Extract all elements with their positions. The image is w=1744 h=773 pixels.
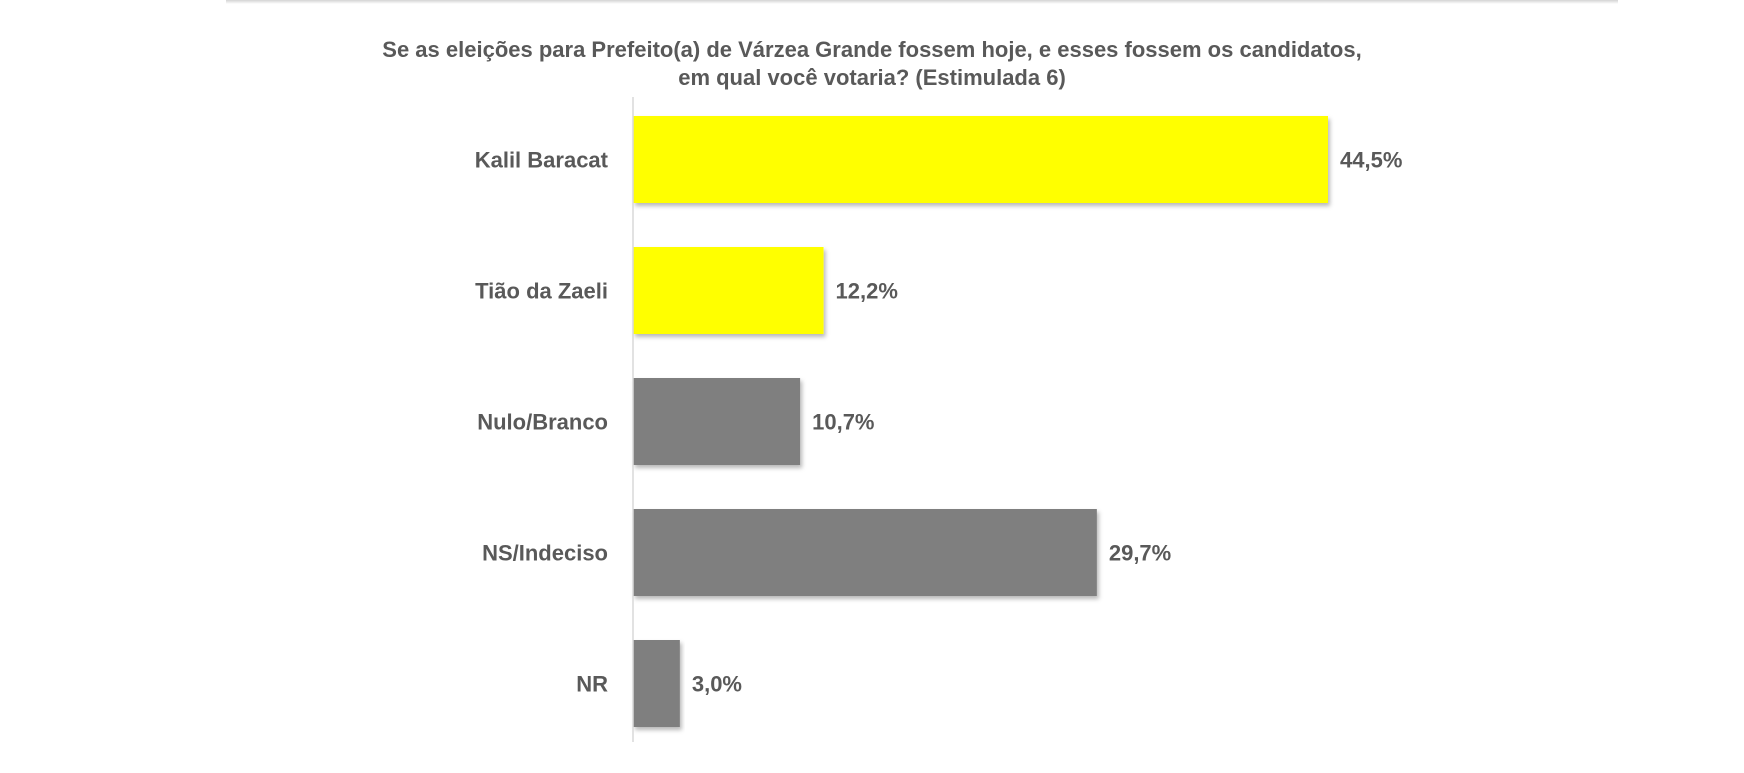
chart-title-line-1: Se as eleições para Prefeito(a) de Várze… <box>382 37 1362 62</box>
category-label-3: NS/Indeciso <box>482 541 608 566</box>
category-label-1: Tião da Zaeli <box>475 279 608 304</box>
bar-3 <box>633 509 1097 596</box>
value-label-2: 10,7% <box>812 410 874 435</box>
bar-0 <box>633 116 1328 203</box>
value-label-3: 29,7% <box>1109 541 1171 566</box>
category-label-4: NR <box>576 672 608 697</box>
value-label-4: 3,0% <box>692 672 742 697</box>
top-shadow-divider <box>226 0 1618 4</box>
value-label-1: 12,2% <box>836 279 898 304</box>
bar-2 <box>633 378 801 465</box>
bar-1 <box>633 247 824 334</box>
bar-4 <box>633 640 680 727</box>
chart-title: Se as eleições para Prefeito(a) de Várze… <box>0 36 1744 92</box>
category-label-2: Nulo/Branco <box>477 410 608 435</box>
value-label-0: 44,5% <box>1340 148 1402 173</box>
category-label-0: Kalil Baracat <box>475 148 609 173</box>
chart-title-line-2: em qual você votaria? (Estimulada 6) <box>678 65 1066 90</box>
